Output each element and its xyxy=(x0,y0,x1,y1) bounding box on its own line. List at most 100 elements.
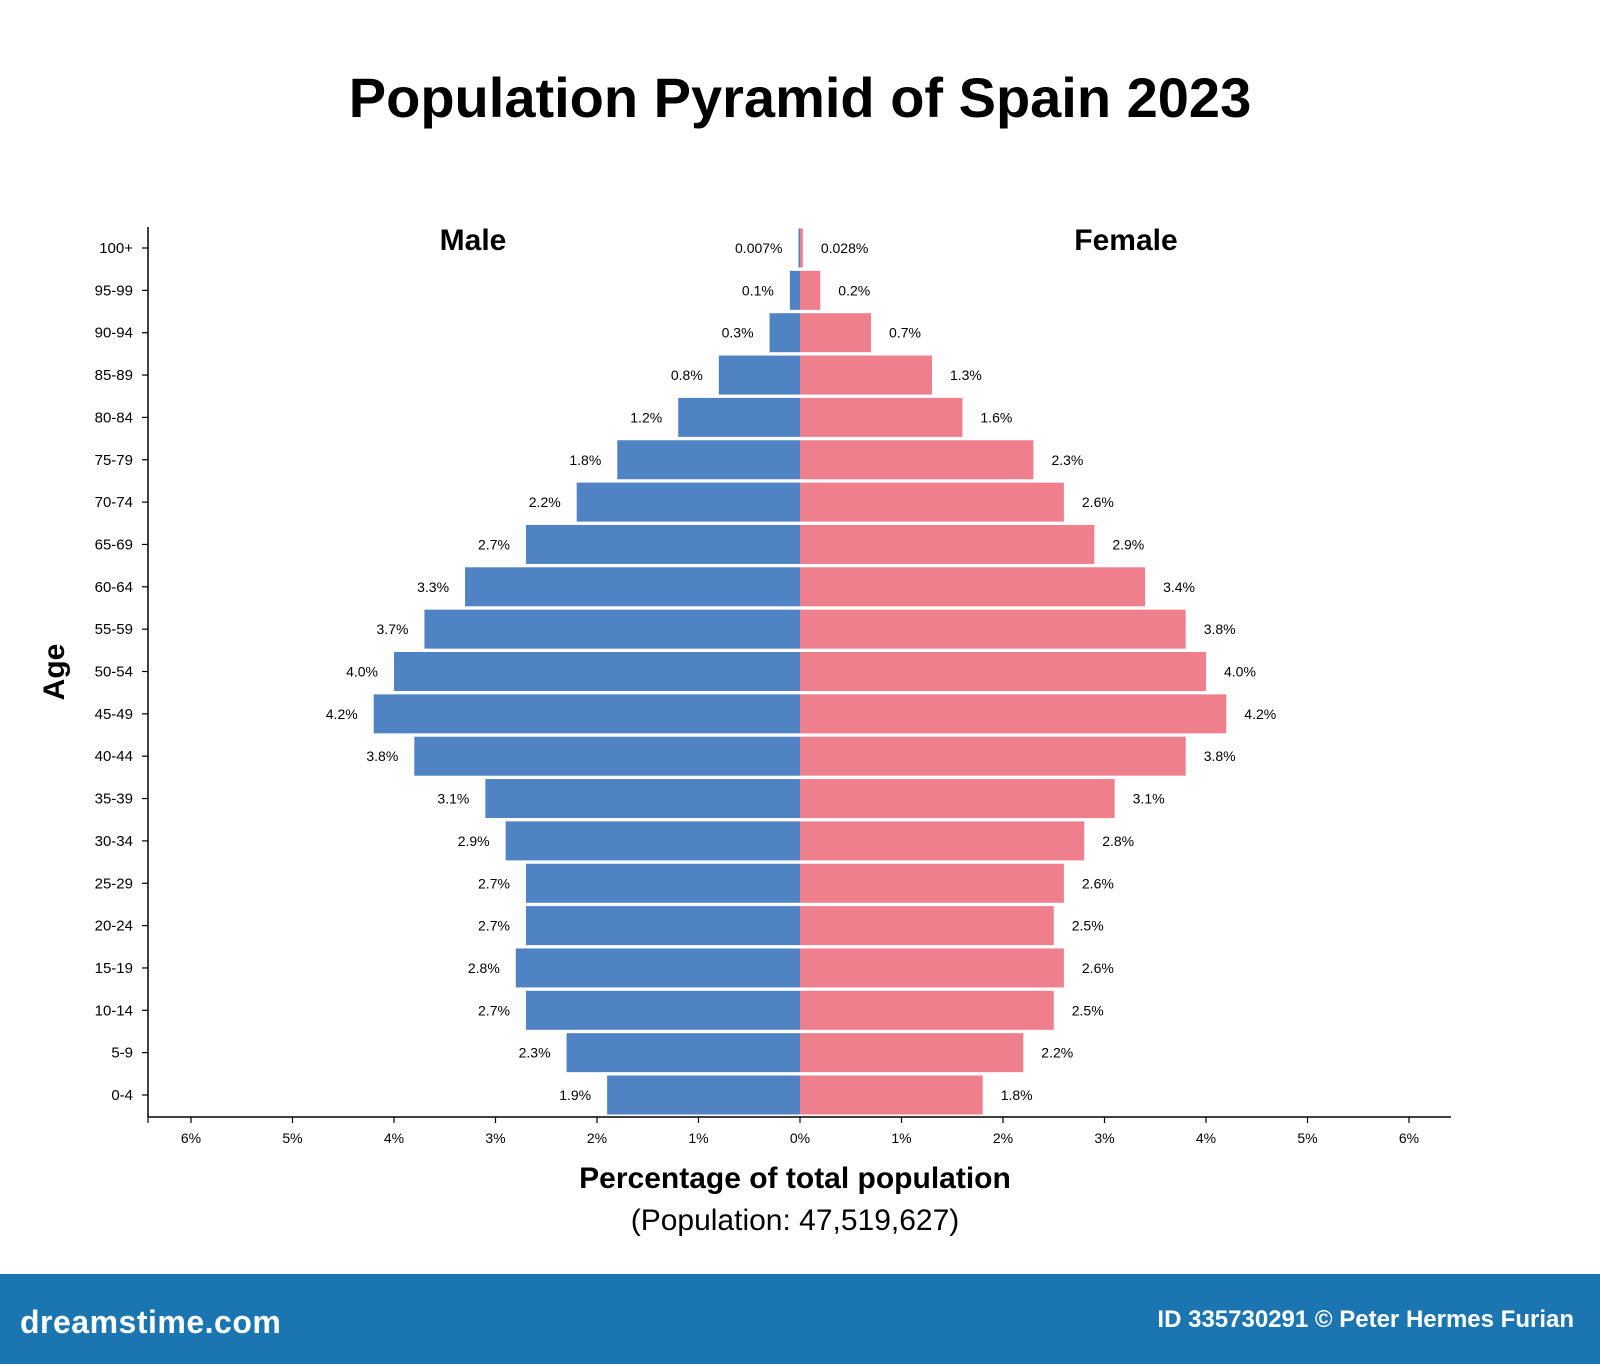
age-labels-group: 0-4 5-9 10-14 15-19 20-24 25-29 30-34 35-39 40-4… xyxy=(95,240,148,1104)
age-label-85-89: 85-89 xyxy=(95,367,133,384)
label-female-90-94: 0.7% xyxy=(889,325,921,341)
bar-female-20-24 xyxy=(800,906,1054,946)
label-female-85-89: 1.3% xyxy=(950,367,982,383)
axes-group xyxy=(147,227,1451,1118)
bar-female-95-99 xyxy=(800,270,821,310)
bar-male-95-99 xyxy=(789,270,800,310)
bar-male-0-4 xyxy=(607,1075,800,1115)
bar-female-10-14 xyxy=(800,990,1054,1030)
label-female-30-34: 2.8% xyxy=(1102,833,1134,849)
bar-male-40-44 xyxy=(414,736,800,776)
bar-male-75-79 xyxy=(617,440,800,480)
age-label-100+: 100+ xyxy=(99,240,133,257)
bar-female-30-34 xyxy=(800,821,1085,861)
label-male-45-49: 4.2% xyxy=(326,706,358,722)
label-female-100+: 0.028% xyxy=(821,240,868,256)
x-tick-label: 3% xyxy=(485,1130,505,1146)
age-label-65-69: 65-69 xyxy=(95,536,133,553)
bar-male-65-69 xyxy=(525,524,800,564)
footer-bar: dreamstime.com ID 335730291 © Peter Herm… xyxy=(0,1274,1600,1364)
bar-male-100+ xyxy=(798,228,800,268)
label-female-50-54: 4.0% xyxy=(1224,664,1256,680)
label-female-35-39: 3.1% xyxy=(1133,791,1165,807)
x-tick-label: 3% xyxy=(1094,1130,1114,1146)
bar-female-40-44 xyxy=(800,736,1186,776)
label-male-20-24: 2.7% xyxy=(478,918,510,934)
y-axis-title: Age xyxy=(38,644,71,701)
bar-male-25-29 xyxy=(525,863,800,903)
age-label-75-79: 75-79 xyxy=(95,452,133,469)
bar-female-85-89 xyxy=(800,355,932,395)
label-male-30-34: 2.9% xyxy=(458,833,490,849)
age-label-55-59: 55-59 xyxy=(95,621,133,638)
bar-male-10-14 xyxy=(525,990,800,1030)
bar-male-20-24 xyxy=(525,906,800,946)
age-label-30-34: 30-34 xyxy=(95,833,133,850)
bar-female-90-94 xyxy=(800,313,872,353)
age-label-95-99: 95-99 xyxy=(95,282,133,299)
bar-female-35-39 xyxy=(800,779,1115,819)
bar-male-15-19 xyxy=(515,948,800,988)
bar-female-15-19 xyxy=(800,948,1064,988)
label-female-40-44: 3.8% xyxy=(1204,748,1236,764)
age-label-90-94: 90-94 xyxy=(95,325,133,342)
label-male-40-44: 3.8% xyxy=(366,748,398,764)
label-male-70-74: 2.2% xyxy=(529,494,561,510)
age-label-5-9: 5-9 xyxy=(111,1045,133,1062)
label-female-70-74: 2.6% xyxy=(1082,494,1114,510)
age-label-10-14: 10-14 xyxy=(95,1002,133,1019)
bar-female-45-49 xyxy=(800,694,1227,734)
label-male-0-4: 1.9% xyxy=(559,1087,591,1103)
label-female-0-4: 1.8% xyxy=(1001,1087,1033,1103)
bar-male-50-54 xyxy=(394,652,800,691)
age-label-60-64: 60-64 xyxy=(95,579,133,596)
x-tick-label: 6% xyxy=(1399,1130,1419,1146)
bar-female-55-59 xyxy=(800,609,1186,649)
x-tick-label: 5% xyxy=(1297,1130,1317,1146)
bar-male-55-59 xyxy=(424,609,800,649)
bar-female-50-54 xyxy=(800,652,1206,691)
x-tick-label: 1% xyxy=(891,1130,911,1146)
label-male-10-14: 2.7% xyxy=(478,1002,510,1018)
legend-female: Female xyxy=(1074,224,1177,257)
label-male-90-94: 0.3% xyxy=(722,325,754,341)
age-label-80-84: 80-84 xyxy=(95,409,133,426)
age-label-0-4: 0-4 xyxy=(111,1087,133,1104)
label-female-25-29: 2.6% xyxy=(1082,875,1114,891)
label-female-75-79: 2.3% xyxy=(1051,452,1083,468)
bar-female-75-79 xyxy=(800,440,1034,480)
bar-female-25-29 xyxy=(800,863,1064,903)
age-label-45-49: 45-49 xyxy=(95,706,133,723)
bar-female-100+ xyxy=(800,228,803,268)
bar-male-60-64 xyxy=(465,567,800,607)
bar-female-5-9 xyxy=(800,1033,1024,1073)
footer-logo: dreamstime.com xyxy=(20,1304,282,1340)
bar-female-70-74 xyxy=(800,482,1064,522)
label-male-15-19: 2.8% xyxy=(468,960,500,976)
label-female-5-9: 2.2% xyxy=(1041,1045,1073,1061)
age-label-50-54: 50-54 xyxy=(95,664,133,681)
bar-male-45-49 xyxy=(373,694,800,734)
footer-credit: ID 335730291 © Peter Hermes Furian xyxy=(1157,1306,1574,1333)
bar-female-0-4 xyxy=(800,1075,983,1115)
x-tick-label: 4% xyxy=(1196,1130,1216,1146)
legend-male: Male xyxy=(440,224,507,257)
bar-male-90-94 xyxy=(769,313,800,353)
bar-male-30-34 xyxy=(505,821,800,861)
bar-male-85-89 xyxy=(718,355,800,395)
label-male-85-89: 0.8% xyxy=(671,367,703,383)
label-female-55-59: 3.8% xyxy=(1204,621,1236,637)
label-male-5-9: 2.3% xyxy=(519,1045,551,1061)
label-female-20-24: 2.5% xyxy=(1072,918,1104,934)
x-tick-label: 1% xyxy=(688,1130,708,1146)
bar-labels-group: 1.9% 1.8% 2.3% 2.2% 2.7% 2.5% 2.8% 2.6% 2.7% 2.5%… xyxy=(326,240,1276,1103)
bar-female-65-69 xyxy=(800,524,1095,564)
label-male-75-79: 1.8% xyxy=(569,452,601,468)
label-female-15-19: 2.6% xyxy=(1082,960,1114,976)
label-female-60-64: 3.4% xyxy=(1163,579,1195,595)
x-tick-label: 5% xyxy=(282,1130,302,1146)
label-female-80-84: 1.6% xyxy=(980,409,1012,425)
x-tick-label: 2% xyxy=(993,1130,1013,1146)
bars-group xyxy=(373,228,1227,1115)
label-male-95-99: 0.1% xyxy=(742,282,774,298)
